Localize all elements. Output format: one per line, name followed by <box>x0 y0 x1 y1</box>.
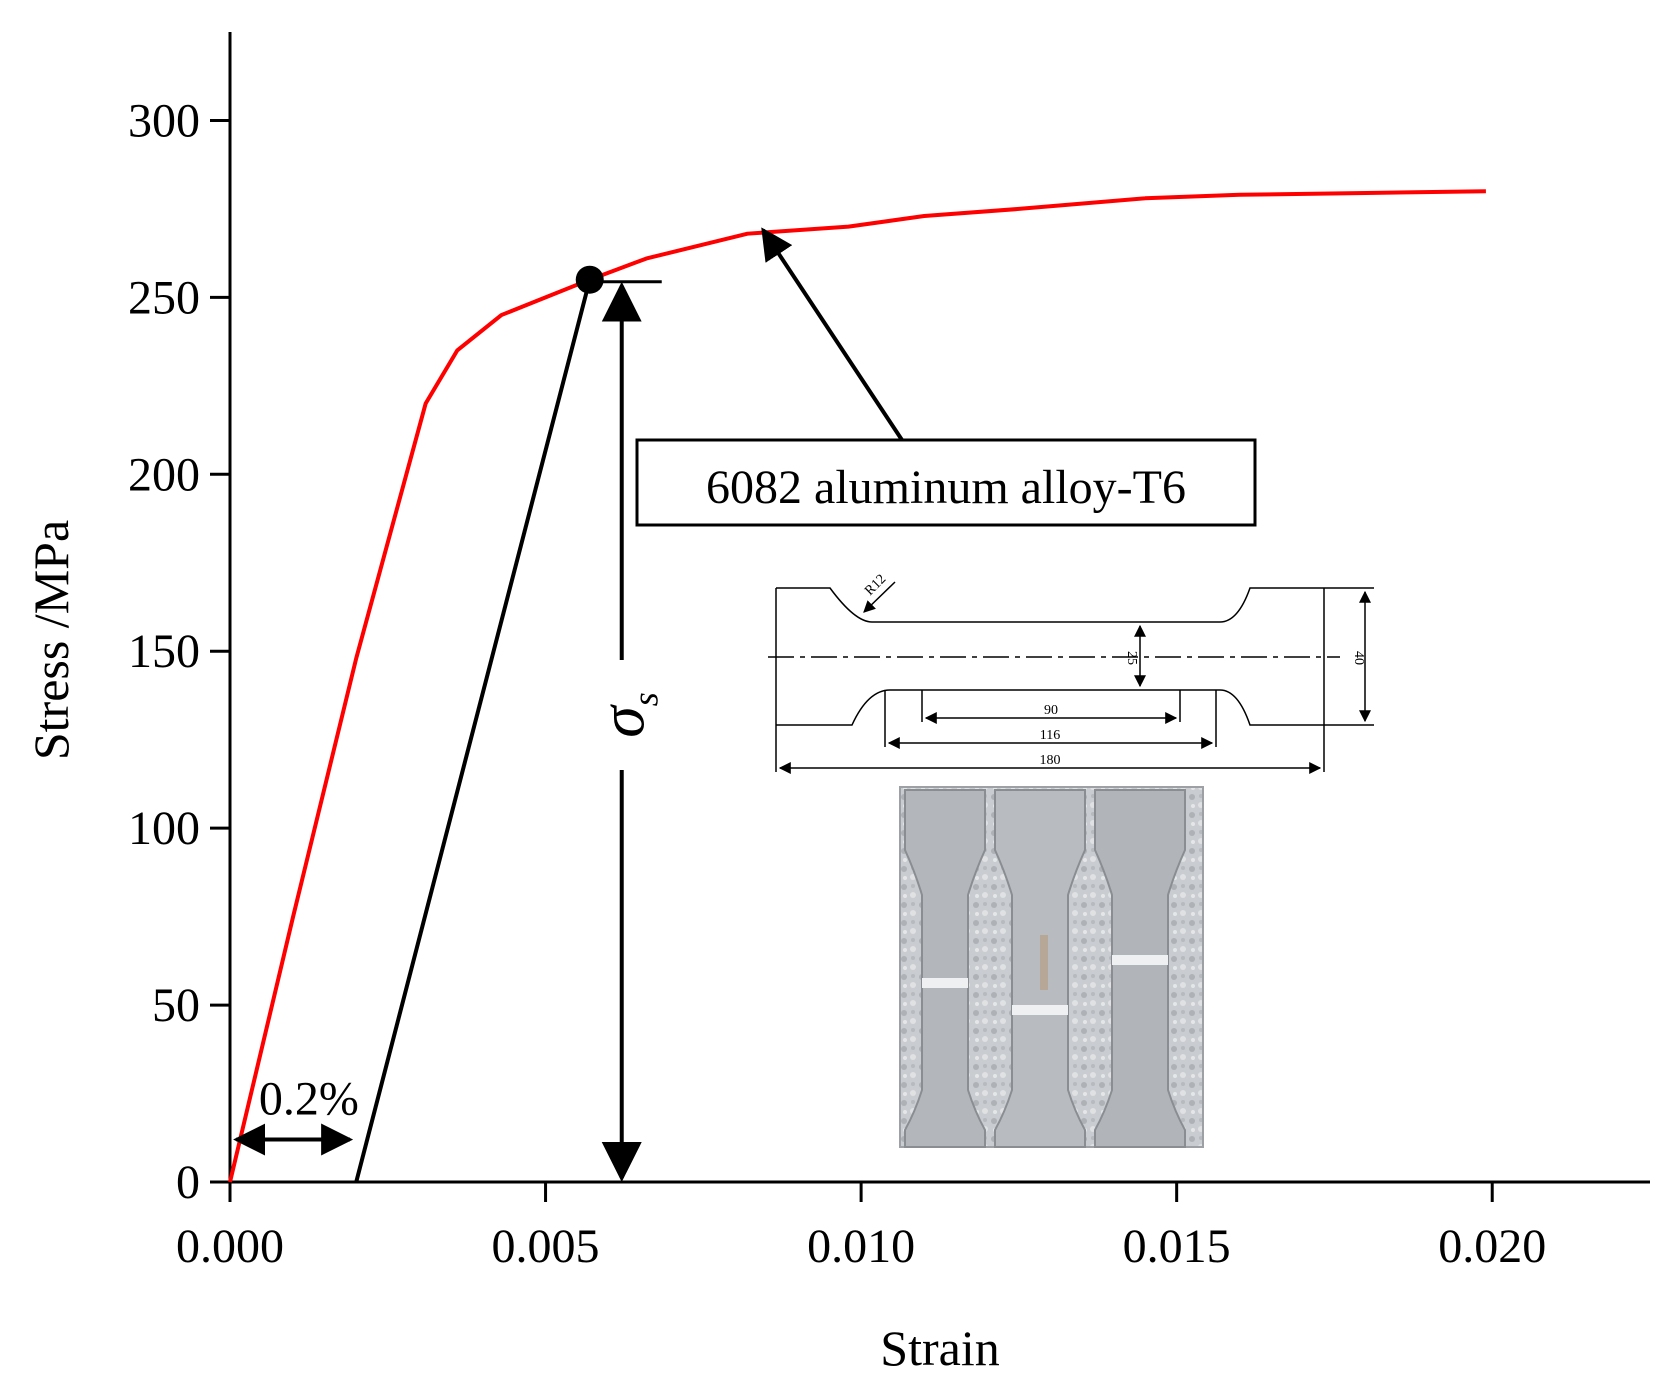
yield-point-marker <box>575 265 604 294</box>
y-tick-label: 100 <box>128 802 200 855</box>
weld-seam-2 <box>1012 1005 1068 1015</box>
y-tick-label: 150 <box>128 625 200 678</box>
curve-label-box <box>635 438 1257 527</box>
dim-label-116: 116 <box>1040 728 1060 743</box>
x-tick-label: 0.015 <box>1123 1220 1231 1273</box>
dim-label-40: 40 <box>1351 651 1366 665</box>
specimen-strip-3 <box>1094 789 1186 1148</box>
specimen-strip-1 <box>904 789 986 1148</box>
x-tick-label: 0.000 <box>176 1220 284 1273</box>
x-axis-title: Strain <box>880 1320 999 1376</box>
y-tick-label: 0 <box>176 1156 200 1209</box>
x-tick-label: 0.005 <box>492 1220 600 1273</box>
sigma-s-label: σs <box>587 692 666 738</box>
specimen-dimension-labels: R12 25 40 90 116 180 <box>862 572 1366 768</box>
y-ticks: 0 50 100 150 200 250 300 <box>128 94 230 1209</box>
specimen-drawing <box>768 581 1374 774</box>
curve-label: 6082 aluminum alloy-T6 <box>706 461 1186 514</box>
dim-label-90: 90 <box>1044 703 1058 718</box>
specimen-photo <box>899 786 1204 1148</box>
stress-strain-curve <box>228 189 1486 1183</box>
y-tick-label: 300 <box>128 94 200 147</box>
specimen-outline-bottom <box>776 689 1324 726</box>
specimen-outline-top <box>776 587 1324 623</box>
x-tick-label: 0.010 <box>807 1220 915 1273</box>
offset-line <box>354 279 592 1183</box>
x-ticks: 0.000 0.005 0.010 0.015 0.020 <box>176 1182 1546 1273</box>
dim-label-180: 180 <box>1040 753 1061 768</box>
dim-label-r12: R12 <box>862 572 889 599</box>
burn-mark <box>1040 935 1048 990</box>
weld-seam-1 <box>922 978 968 988</box>
sigma-subscript: s <box>626 692 666 706</box>
y-axis-title: Stress /MPa <box>23 520 79 760</box>
y-tick-label: 50 <box>152 979 200 1032</box>
weld-seam-3 <box>1112 955 1168 965</box>
dim-line-r12 <box>863 581 896 613</box>
y-tick-label: 250 <box>128 271 200 324</box>
axes <box>228 32 1650 1184</box>
x-tick-label: 0.020 <box>1438 1220 1546 1273</box>
sigma-symbol: σ <box>587 704 658 738</box>
dim-label-25: 25 <box>1124 651 1139 665</box>
sigma-label-background <box>571 660 672 770</box>
curve-label-pointer <box>761 227 904 442</box>
offset-label: 0.2% <box>259 1073 359 1126</box>
y-tick-label: 200 <box>128 448 200 501</box>
